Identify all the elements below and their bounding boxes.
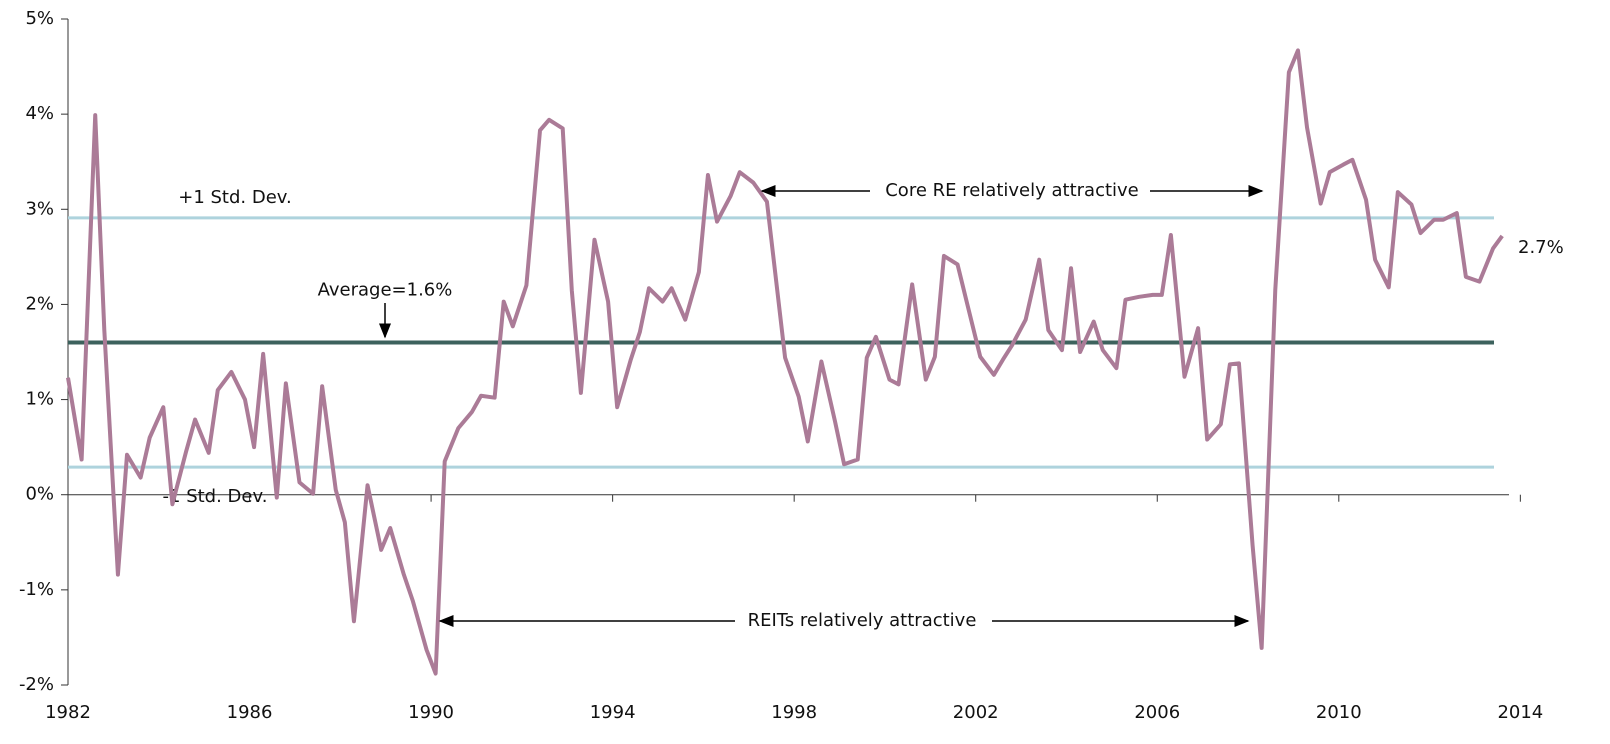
y-tick-label: 3% <box>25 198 54 219</box>
x-tick-label: 1986 <box>227 702 273 723</box>
annotation: Core RE relatively attractive <box>885 180 1139 201</box>
x-tick-label: 2014 <box>1497 702 1543 723</box>
reference-label: -1 Std. Dev. <box>163 486 268 507</box>
x-tick-label: 1994 <box>590 702 636 723</box>
x-tick-label: 1990 <box>408 702 454 723</box>
x-tick-label: 2010 <box>1316 702 1362 723</box>
y-tick-label: 1% <box>25 389 54 410</box>
reference-label: +1 Std. Dev. <box>178 187 292 208</box>
reference-label: Average=1.6% <box>318 279 453 300</box>
y-tick-label: 2% <box>25 293 54 314</box>
x-tick-label: 2006 <box>1134 702 1180 723</box>
annotation: REITs relatively attractive <box>748 610 977 631</box>
y-tick-label: 0% <box>25 484 54 505</box>
x-tick-label: 1982 <box>45 702 91 723</box>
y-tick-label: -1% <box>19 579 54 600</box>
end-label: 2.7% <box>1518 237 1564 258</box>
y-tick-label: -2% <box>19 674 54 695</box>
data-line <box>66 48 1504 676</box>
y-tick-label: 5% <box>25 8 54 29</box>
x-tick-label: 2002 <box>953 702 999 723</box>
x-tick-label: 1998 <box>771 702 817 723</box>
y-tick-label: 4% <box>25 103 54 124</box>
